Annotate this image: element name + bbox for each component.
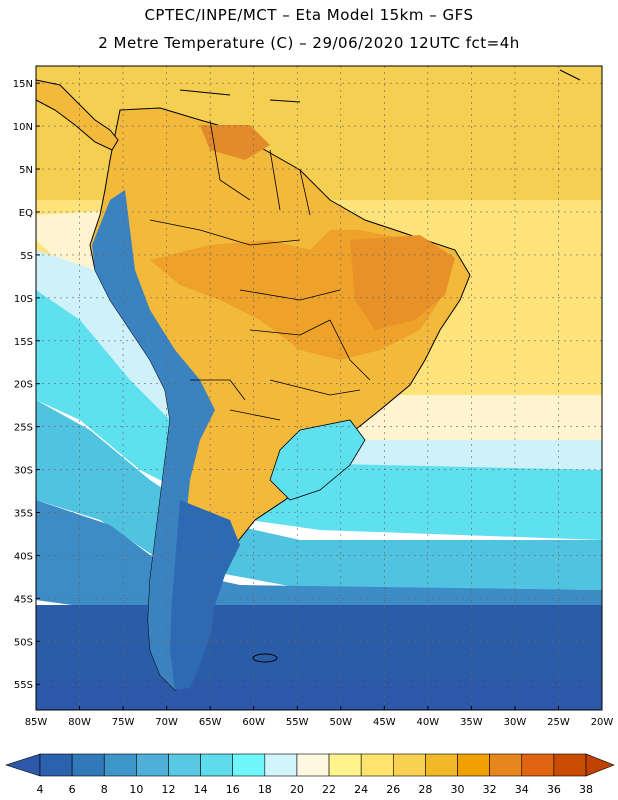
legend-label: 10 xyxy=(129,783,143,796)
lon-label: 20W xyxy=(591,717,614,728)
legend-over-arrow xyxy=(585,753,615,777)
legend-box xyxy=(232,753,266,777)
map-frame xyxy=(35,65,603,711)
ocean-band-south-edge xyxy=(36,680,602,710)
lon-label: 60W xyxy=(242,717,265,728)
lon-label: 30W xyxy=(504,717,527,728)
legend-box xyxy=(264,753,298,777)
legend-label: 8 xyxy=(101,783,108,796)
map-field xyxy=(36,66,602,710)
lon-label: 80W xyxy=(68,717,91,728)
lon-label: 35W xyxy=(460,717,483,728)
longitude-labels: 85W 80W 75W 70W 65W 60W 55W 50W 45W 40W 35W 30W 25W 2… xyxy=(25,706,614,728)
legend-label: 26 xyxy=(386,783,400,796)
country-borders xyxy=(149,119,371,421)
central-america-land xyxy=(36,79,119,151)
lat-label: 5S xyxy=(20,251,33,262)
lat-label: 30S xyxy=(14,466,33,477)
map-title-line2: 2 Metre Temperature (C) – 29/06/2020 12U… xyxy=(98,34,520,52)
legend-box xyxy=(425,753,458,777)
lat-label: 5N xyxy=(19,165,33,176)
legend-box xyxy=(457,753,490,777)
lat-label: 50S xyxy=(14,637,33,648)
lat-label: EQ xyxy=(19,208,33,219)
legend-box xyxy=(521,753,555,777)
legend-label: 4 xyxy=(37,783,44,796)
lat-label: 55S xyxy=(14,680,33,691)
andes-cold-band xyxy=(92,190,215,690)
lon-label: 70W xyxy=(155,717,178,728)
legend-label: 12 xyxy=(161,783,175,796)
legend-box xyxy=(553,753,587,777)
lat-label: 45S xyxy=(14,594,33,605)
caribbean-islands xyxy=(179,69,581,103)
falkland-islands xyxy=(252,653,278,663)
lat-label: 10S xyxy=(14,294,33,305)
latitude-labels: 15N 10N 5N EQ 5S 10S 15S 20S 25S 30S 35S 40S 45S 50S 5… xyxy=(13,79,40,691)
legend-box xyxy=(39,753,73,777)
legend-label: 24 xyxy=(354,783,368,796)
lat-label: 10N xyxy=(13,122,33,133)
lon-label: 40W xyxy=(417,717,440,728)
lat-label: 40S xyxy=(14,551,33,562)
legend-label: 16 xyxy=(226,783,240,796)
legend-label: 38 xyxy=(579,783,593,796)
legend-label: 22 xyxy=(322,783,336,796)
legend-box xyxy=(200,753,234,777)
lat-label: 35S xyxy=(14,509,33,520)
lon-label: 75W xyxy=(112,717,135,728)
legend-label: 36 xyxy=(547,783,561,796)
patagonia-cold-zone xyxy=(170,500,240,690)
color-legend: 4 6 8 10 12 14 16 18 20 22 24 26 28 30 32 34 36 38 xyxy=(5,753,615,796)
legend-box xyxy=(328,753,362,777)
legend-label: 30 xyxy=(451,783,465,796)
lon-label: 85W xyxy=(25,717,48,728)
lon-label: 50W xyxy=(329,717,352,728)
legend-box xyxy=(296,753,330,777)
legend-box xyxy=(136,753,169,777)
legend-label: 20 xyxy=(290,783,304,796)
legend-labels: 4 6 8 10 12 14 16 18 20 22 24 26 28 30 32 34 36 38 xyxy=(37,783,594,796)
legend-label: 34 xyxy=(515,783,529,796)
legend-box xyxy=(71,753,105,777)
lat-label: 15N xyxy=(13,79,33,90)
legend-under-arrow xyxy=(5,753,41,777)
northeast-hot-zone xyxy=(350,235,455,330)
legend-label: 32 xyxy=(483,783,497,796)
lat-label: 25S xyxy=(14,423,33,434)
lat-label: 20S xyxy=(14,380,33,391)
lon-label: 55W xyxy=(286,717,309,728)
map-title-line1: CPTEC/INPE/MCT – Eta Model 15km – GFS xyxy=(144,6,474,24)
gridlines xyxy=(35,66,603,710)
legend-box xyxy=(392,753,426,777)
legend-label: 6 xyxy=(69,783,76,796)
lon-label: 45W xyxy=(373,717,396,728)
venezuela-hot-zone xyxy=(200,125,270,160)
legend-box xyxy=(168,753,201,777)
lat-label: 15S xyxy=(14,337,33,348)
legend-box xyxy=(360,753,394,777)
legend-box xyxy=(103,753,137,777)
legend-label: 28 xyxy=(418,783,432,796)
legend-box xyxy=(489,753,523,777)
lon-label: 25W xyxy=(547,717,570,728)
legend-label: 18 xyxy=(258,783,272,796)
legend-boxes xyxy=(5,753,615,777)
lon-label: 65W xyxy=(199,717,222,728)
legend-label: 14 xyxy=(194,783,208,796)
